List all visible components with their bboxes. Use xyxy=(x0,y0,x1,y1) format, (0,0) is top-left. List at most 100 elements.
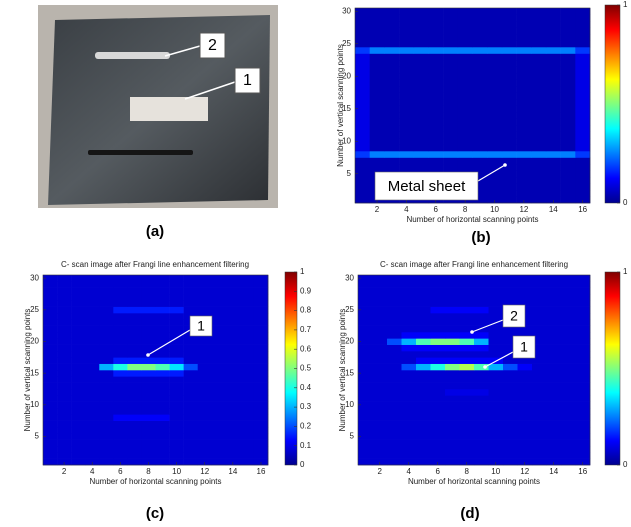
heat-cell xyxy=(474,402,489,409)
heat-cell xyxy=(370,8,385,15)
heat-cell xyxy=(184,294,198,301)
heat-cell xyxy=(43,319,57,326)
heat-cell xyxy=(85,408,99,415)
heat-cell xyxy=(518,294,533,301)
heat-cell xyxy=(531,15,546,22)
heat-cell xyxy=(113,319,127,326)
heat-cell xyxy=(226,326,240,333)
heat-cell xyxy=(489,421,504,428)
heat-cell xyxy=(402,294,417,301)
heat-cell xyxy=(416,313,431,320)
heat-cell xyxy=(184,351,198,358)
heat-cell xyxy=(127,408,141,415)
x-tick-label: 6 xyxy=(436,467,441,476)
heat-cell xyxy=(212,275,226,282)
heat-cell xyxy=(414,34,429,41)
heat-cell xyxy=(416,389,431,396)
panel-caption: (a) xyxy=(146,223,164,240)
heat-cell xyxy=(85,402,99,409)
heat-cell xyxy=(212,446,226,453)
heat-cell xyxy=(416,370,431,377)
heat-cell xyxy=(355,47,370,54)
heat-cell xyxy=(460,319,475,326)
heat-cell xyxy=(561,73,576,80)
heat-cell xyxy=(370,119,385,126)
heat-cell xyxy=(43,395,57,402)
heat-cell xyxy=(561,93,576,100)
heat-cell xyxy=(518,383,533,390)
heat-cell xyxy=(414,21,429,28)
heat-cell xyxy=(370,67,385,74)
heat-cell xyxy=(113,313,127,320)
heat-cell xyxy=(85,389,99,396)
heat-cell xyxy=(85,421,99,428)
heat-cell xyxy=(575,151,590,158)
heat-cell xyxy=(414,67,429,74)
heat-cell xyxy=(170,364,184,371)
colorbar-tick-label: 0 xyxy=(300,460,305,469)
heat-cell xyxy=(416,402,431,409)
defect-patch xyxy=(130,97,208,121)
heat-cell xyxy=(575,28,590,35)
heat-cell xyxy=(576,275,591,282)
heat-cell xyxy=(561,171,576,178)
heat-cell xyxy=(99,319,113,326)
heat-cell xyxy=(254,440,268,447)
heat-cell xyxy=(85,313,99,320)
heat-cell xyxy=(141,338,155,345)
heat-cell xyxy=(503,389,518,396)
heat-cell xyxy=(226,357,240,364)
heat-cell xyxy=(503,414,518,421)
heat-cell xyxy=(458,73,473,80)
heat-cell xyxy=(428,41,443,48)
heat-cell xyxy=(370,158,385,165)
heat-cell xyxy=(127,414,141,421)
heat-cell xyxy=(127,427,141,434)
heat-cell xyxy=(254,446,268,453)
heat-cell xyxy=(141,313,155,320)
heat-cell xyxy=(431,294,446,301)
heat-cell xyxy=(212,459,226,466)
heat-cell xyxy=(127,281,141,288)
heat-cell xyxy=(355,15,370,22)
heat-cell xyxy=(561,86,576,93)
heat-cell xyxy=(71,440,85,447)
heat-cell xyxy=(561,427,576,434)
heat-cell xyxy=(489,408,504,415)
heat-cell xyxy=(71,459,85,466)
heat-cell xyxy=(546,138,561,145)
heat-cell xyxy=(546,158,561,165)
heat-cell xyxy=(212,332,226,339)
heat-cell xyxy=(71,427,85,434)
heat-cell xyxy=(487,145,502,152)
heat-cell xyxy=(113,351,127,358)
x-tick-label: 16 xyxy=(578,467,587,476)
heat-cell xyxy=(458,54,473,61)
heat-cell xyxy=(370,15,385,22)
heat-cell xyxy=(57,440,71,447)
heat-cell xyxy=(57,433,71,440)
heat-cell xyxy=(226,427,240,434)
heat-cell xyxy=(184,357,198,364)
heat-cell xyxy=(517,125,532,132)
heat-cell xyxy=(141,357,155,364)
heat-cell xyxy=(428,8,443,15)
heat-cell xyxy=(156,300,170,307)
heat-cell xyxy=(431,313,446,320)
heat-cell xyxy=(428,106,443,113)
heat-cell xyxy=(113,446,127,453)
heat-cell xyxy=(416,345,431,352)
heat-cell xyxy=(43,414,57,421)
heat-cell xyxy=(170,319,184,326)
heat-cell xyxy=(198,440,212,447)
heat-cell xyxy=(531,190,546,197)
heat-cell xyxy=(547,414,562,421)
heat-cell xyxy=(576,300,591,307)
heat-cell xyxy=(561,357,576,364)
heat-cell xyxy=(399,151,414,158)
heat-cell xyxy=(355,177,370,184)
heat-cell xyxy=(575,67,590,74)
heat-cell xyxy=(474,357,489,364)
heat-cell xyxy=(503,370,518,377)
heat-cell xyxy=(518,275,533,282)
